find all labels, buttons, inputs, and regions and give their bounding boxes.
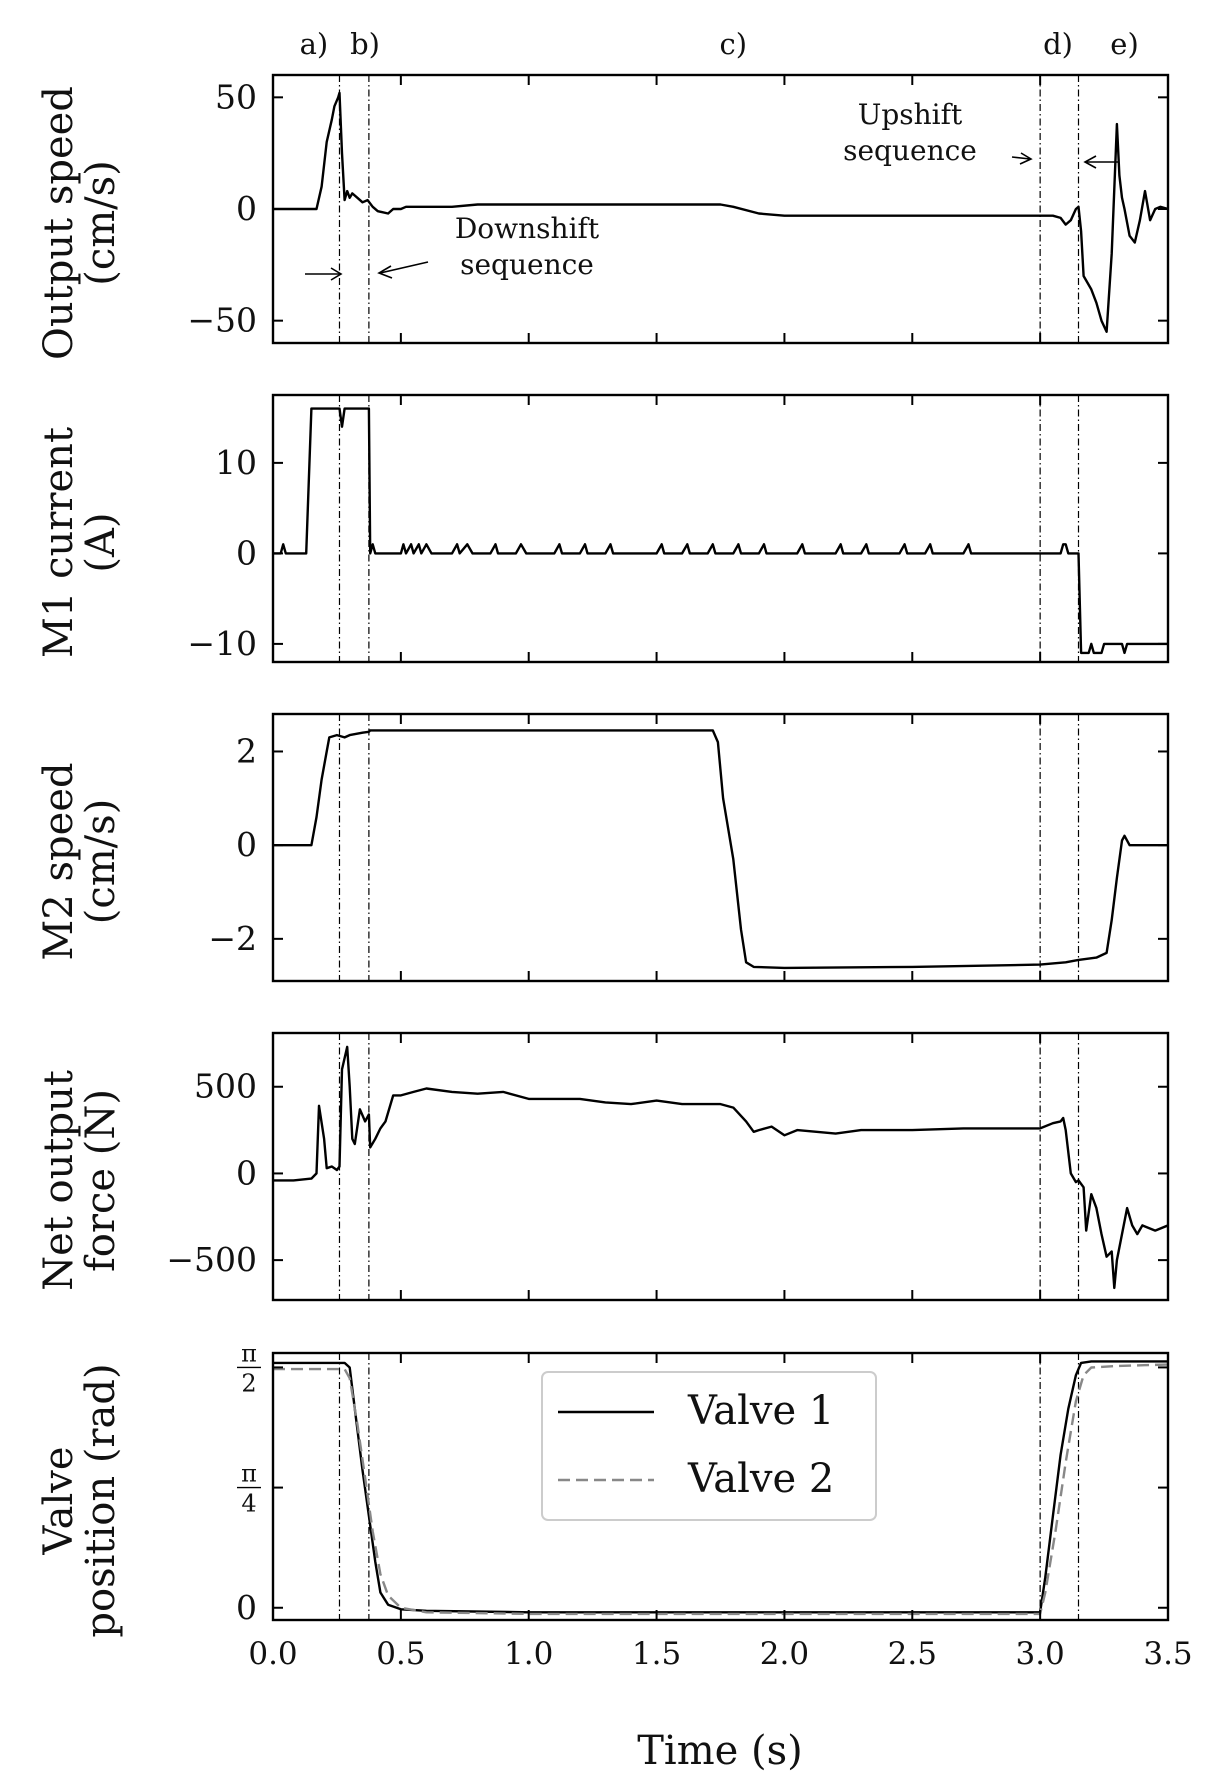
panel-2-ylabel-line2: (A) bbox=[78, 512, 124, 572]
panel-2: 10 0 −10 M1 current(A) bbox=[36, 393, 1170, 664]
panel-2-series-1 bbox=[273, 407, 1168, 655]
x-tick-label-5: 2.0 bbox=[760, 1636, 809, 1672]
x-tick-label-2: 0.5 bbox=[376, 1636, 425, 1672]
panel-1-ytick-label-3: −50 bbox=[187, 301, 257, 340]
panel-4-ytick-label-1: 500 bbox=[194, 1067, 257, 1106]
panel-1-ylabel-line2: (cm/s) bbox=[78, 160, 124, 286]
panel-5-ytick-label-2-den: 4 bbox=[241, 1490, 256, 1518]
x-axis-label: Time (s) bbox=[637, 1728, 803, 1774]
panel-3-series-1 bbox=[273, 729, 1168, 970]
upshift-arrow-right-head bbox=[1083, 155, 1097, 169]
panel-2-ylabel-line1: M1 current bbox=[36, 427, 82, 658]
x-tick-label-1: 0.0 bbox=[248, 1636, 297, 1672]
panel-5-frame bbox=[271, 1351, 1170, 1622]
panel-1-ytick-label-2: 0 bbox=[236, 189, 257, 228]
phase-label-1: a) bbox=[300, 27, 329, 61]
panel-5-series-1 bbox=[273, 1360, 1168, 1614]
panel-4-series-1 bbox=[273, 1045, 1168, 1290]
panel-5-series-2 bbox=[273, 1363, 1168, 1616]
upshift-label-line2: sequence bbox=[843, 134, 977, 167]
phase-label-5: e) bbox=[1110, 27, 1138, 61]
legend: Valve 1 Valve 2 bbox=[541, 1371, 877, 1521]
upshift-label-line1: Upshift bbox=[858, 98, 963, 131]
downshift-arrow-left-head bbox=[330, 267, 343, 281]
x-tick-label-4: 1.5 bbox=[632, 1636, 681, 1672]
x-tick-label-7: 3.0 bbox=[1015, 1636, 1064, 1672]
legend-label-valve-2: Valve 2 bbox=[687, 1456, 834, 1502]
phase-labels-group: a) b) c) d) e) bbox=[300, 27, 1139, 61]
panel-2-frame bbox=[271, 393, 1170, 664]
panel-5: 0.0 0.5 1.0 1.5 2.0 2.5 3.0 3.5π2π40Valvepositi… bbox=[36, 1339, 1193, 1672]
x-tick-label-3: 1.0 bbox=[504, 1636, 553, 1672]
panel-3: 2 0 −2 M2 speed(cm/s) bbox=[36, 712, 1170, 983]
panel-1-series-1 bbox=[273, 91, 1168, 333]
panel-1: 50 0 −50 Output speed(cm/s) bbox=[36, 73, 1170, 360]
phase-label-3: c) bbox=[720, 27, 748, 61]
annotations-group: Downshift sequence Upshift sequence bbox=[305, 98, 1118, 281]
panel-1-ylabel-line1: Output speed bbox=[36, 86, 82, 360]
panel-4-ytick-label-2: 0 bbox=[236, 1153, 257, 1192]
upshift-arrow-left bbox=[1011, 156, 1031, 160]
panel-4-ylabel-line2: force (N) bbox=[78, 1089, 124, 1272]
upshift-arrow-left-head bbox=[1019, 152, 1033, 165]
panel-2-ytick-label-3: −10 bbox=[187, 624, 257, 663]
x-tick-label-8: 3.5 bbox=[1143, 1636, 1192, 1672]
panel-3-ytick-label-2: 0 bbox=[236, 825, 257, 864]
panel-5-ytick-label-1-den: 2 bbox=[241, 1369, 256, 1397]
panel-4-ytick-label-3: −500 bbox=[166, 1240, 257, 1279]
x-tick-label-6: 2.5 bbox=[888, 1636, 937, 1672]
downshift-label-line1: Downshift bbox=[455, 212, 600, 245]
downshift-arrow-right-head bbox=[377, 265, 393, 279]
panel-5-ylabel-line2: position (rad) bbox=[78, 1363, 124, 1637]
panel-1-ytick-label-1: 50 bbox=[215, 77, 257, 116]
panel-3-ylabel-line2: (cm/s) bbox=[78, 799, 124, 925]
panel-4-ylabel-line1: Net output bbox=[36, 1070, 82, 1291]
panel-5-ytick-label-1-num: π bbox=[241, 1339, 257, 1367]
panel-2-ytick-label-1: 10 bbox=[215, 443, 257, 482]
panel-2-ytick-label-2: 0 bbox=[236, 533, 257, 572]
panel-4-frame bbox=[271, 1031, 1170, 1302]
phase-label-4: d) bbox=[1043, 27, 1073, 61]
panel-3-ylabel-line1: M2 speed bbox=[36, 762, 82, 960]
panel-5-ylabel-line1: Valve bbox=[36, 1446, 82, 1555]
panel-3-frame bbox=[271, 712, 1170, 983]
legend-box bbox=[541, 1371, 877, 1521]
panel-5-ytick-label-3: 0 bbox=[236, 1588, 257, 1627]
legend-label-valve-1: Valve 1 bbox=[687, 1388, 834, 1434]
panel-5-ytick-label-2-num: π bbox=[241, 1460, 257, 1488]
downshift-arrow-right bbox=[379, 261, 429, 274]
downshift-label-line2: sequence bbox=[460, 248, 594, 281]
panel-3-ytick-label-1: 2 bbox=[236, 731, 257, 770]
phase-label-2: b) bbox=[350, 27, 380, 61]
panel-3-ytick-label-3: −2 bbox=[208, 919, 257, 958]
